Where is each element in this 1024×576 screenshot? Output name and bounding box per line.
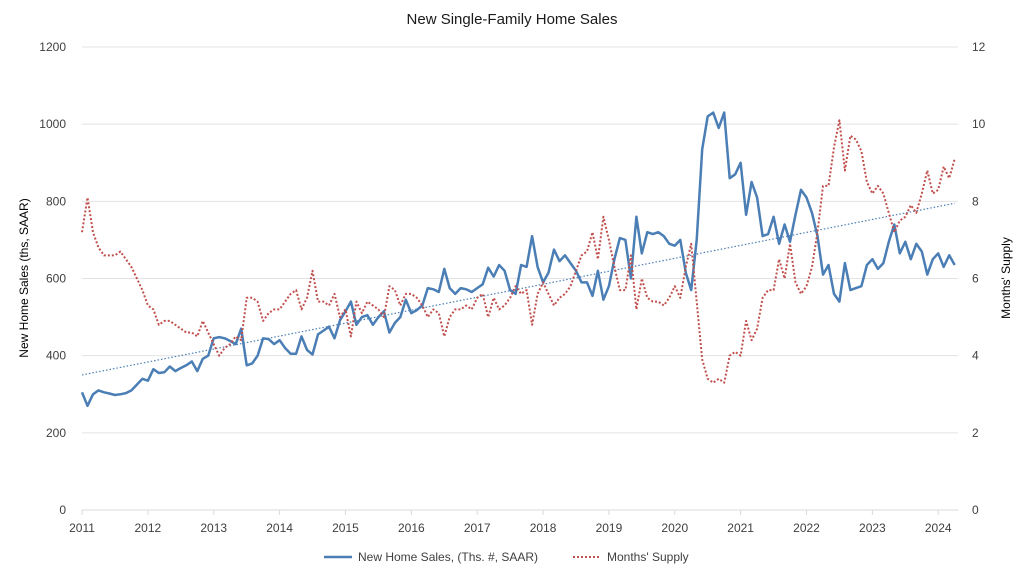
legend-label-sales: New Home Sales, (Ths. #, SAAR) [358,550,538,564]
new-home-sales-line [80,111,956,408]
left-tick-label: 400 [46,349,66,363]
right-tick-label: 10 [972,117,986,131]
x-tick-label: 2016 [398,521,425,535]
right-tick-label: 8 [972,194,979,208]
right-tick-label: 0 [972,503,979,517]
x-tick-label: 2019 [596,521,623,535]
legend-label-supply: Months' Supply [607,550,689,564]
left-tick-label: 1000 [39,117,66,131]
right-tick-label: 2 [972,426,979,440]
chart-title: New Single-Family Home Sales [407,11,618,28]
series-lines [80,111,956,408]
gridlines [82,46,958,434]
x-tick-label: 2017 [464,521,491,535]
right-axis-ticks: 0 2 4 6 8 10 12 [972,40,986,517]
right-tick-label: 6 [972,272,979,286]
x-tick-label: 2011 [69,521,95,535]
left-tick-label: 800 [46,194,66,208]
x-tick-label: 2022 [793,521,820,535]
x-tick-label: 2013 [200,521,227,535]
left-tick-label: 200 [46,426,66,440]
right-tick-label: 4 [972,349,979,363]
right-tick-label: 12 [972,40,986,54]
x-tick-label: 2020 [661,521,688,535]
x-tick-label: 2014 [266,521,293,535]
legend: New Home Sales, (Ths. #, SAAR) Months' S… [324,550,689,564]
x-tick-label: 2018 [530,521,557,535]
left-tick-label: 0 [59,503,66,517]
left-axis-ticks: 0 200 400 600 800 1000 1200 [39,40,66,517]
x-tick-label: 2021 [727,521,754,535]
left-axis-title: New Home Sales (ths, SAAR) [17,198,31,357]
x-tick-label: 2024 [925,521,952,535]
x-tick-label: 2015 [332,521,359,535]
right-axis-title: Months' Supply [999,237,1013,319]
x-axis-ticks: 2011 2012 2013 2014 2015 2016 2017 2018 2019 2020… [69,510,952,535]
left-tick-label: 1200 [39,40,66,54]
left-tick-label: 600 [46,272,66,286]
x-tick-label: 2012 [135,521,162,535]
x-tick-label: 2023 [859,521,886,535]
months-supply-line [81,119,956,384]
